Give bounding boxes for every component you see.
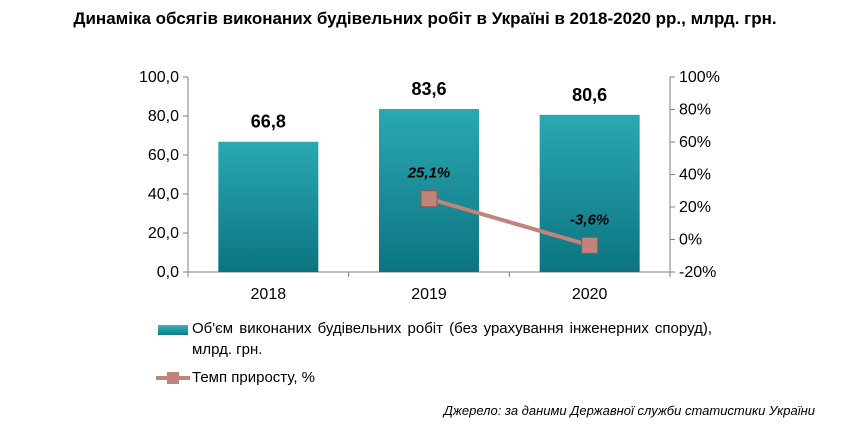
data-labels: 66,8 83,6 80,6 25,1% -3,6% bbox=[251, 79, 609, 228]
x-axis-tick-label: 2020 bbox=[572, 286, 608, 303]
growth-rate-label: 25,1% bbox=[407, 165, 451, 182]
right-axis-tick-label: 0% bbox=[679, 232, 702, 249]
right-axis-tick-label: 100% bbox=[679, 69, 720, 86]
bar-value-label: 83,6 bbox=[411, 79, 446, 99]
growth-rate-label: -3,6% bbox=[570, 211, 609, 228]
x-axis-tick-label: 2018 bbox=[251, 286, 287, 303]
right-axis-tick-label: 20% bbox=[679, 199, 711, 216]
bar-value-label: 66,8 bbox=[251, 112, 286, 132]
left-axis-tick-label: 40,0 bbox=[148, 186, 179, 203]
right-axis-tick-label: 60% bbox=[679, 134, 711, 151]
bar-value-label: 80,6 bbox=[572, 85, 607, 105]
source-note: Джерело: за даними Державної служби стат… bbox=[443, 403, 815, 418]
growth-rate-line bbox=[428, 196, 591, 248]
growth-rate-series bbox=[420, 190, 599, 254]
legend-bar-swatch bbox=[158, 325, 188, 335]
left-axis-tick-label: 0,0 bbox=[157, 264, 179, 281]
x-axis-tick-label: 2019 bbox=[411, 286, 447, 303]
right-axis-tick-label: -20% bbox=[679, 264, 716, 281]
right-axis-tick-label: 80% bbox=[679, 102, 711, 119]
left-axis-tick-label: 100,0 bbox=[139, 69, 179, 86]
right-axis-tick-label: 40% bbox=[679, 167, 711, 184]
growth-rate-point-2020 bbox=[581, 236, 599, 254]
bar-2018 bbox=[218, 141, 319, 272]
chart-title: Динаміка обсягів виконаних будівельних р… bbox=[73, 9, 777, 28]
legend-line-swatch bbox=[156, 372, 190, 384]
left-axis-tick-label: 80,0 bbox=[148, 108, 179, 125]
left-axis-tick-label: 60,0 bbox=[148, 147, 179, 164]
growth-rate-point-2019 bbox=[420, 190, 438, 208]
left-axis-tick-label: 20,0 bbox=[148, 225, 179, 242]
legend-line-label: Темп приросту, % bbox=[192, 369, 316, 386]
legend-bar-label: Об'єм виконаних будівельних робіт (без у… bbox=[192, 320, 712, 358]
